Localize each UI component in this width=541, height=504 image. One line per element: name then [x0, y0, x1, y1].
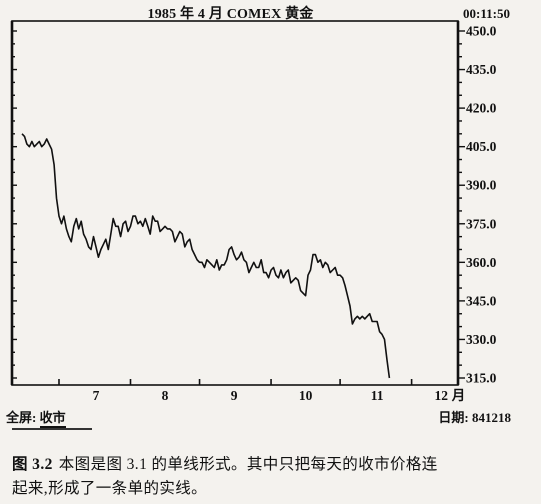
y-tick-labels: 450.0 435.0 420.0 405.0 390.0 375.0 360.0 345.0…	[466, 24, 497, 386]
figure-number: 图 3.2	[12, 456, 53, 473]
y-tick-label: 390.0	[466, 178, 497, 193]
x-tick-label: 11	[371, 388, 384, 403]
y-tick-label: 420.0	[466, 101, 497, 116]
footer-right: 日期: 841218	[438, 407, 511, 426]
y-tick-label: 405.0	[466, 139, 497, 154]
x-tick-label: 10	[299, 388, 313, 403]
right-ticks	[458, 30, 465, 379]
y-tick-label: 315.0	[466, 371, 497, 386]
footer-divider	[12, 428, 92, 430]
date-label: 日期:	[438, 410, 469, 425]
figure-caption: 图 3.2 本图是图 3.1 的单线形式。其中只把每天的收市价格连 起来,形成了一…	[12, 453, 532, 501]
y-tick-label: 375.0	[466, 216, 497, 231]
date-value: 841218	[472, 410, 511, 425]
caption-text-1: 本图是图 3.1 的单线形式。其中只把每天的收市价格连	[58, 456, 438, 473]
x-tick-labels: 7 8 9 10 11 12 月	[93, 388, 466, 403]
y-tick-label: 345.0	[466, 293, 497, 308]
scope-label: 全屏:	[6, 410, 37, 425]
mode-label[interactable]: 收市	[39, 410, 66, 428]
footer-left: 全屏: 收市	[6, 407, 66, 428]
x-tick-label: 7	[93, 388, 100, 403]
x-tick-label: 12	[434, 388, 448, 403]
x-tick-label: 9	[231, 388, 238, 403]
x-ticks	[58, 379, 413, 385]
time-readout: 00:11:50	[463, 6, 510, 21]
caption-line-2: 起来,形成了一条单的实线。	[12, 480, 208, 497]
y-tick-label: 360.0	[466, 255, 497, 270]
price-line	[21, 133, 391, 379]
left-minor-ticks	[12, 30, 17, 379]
y-tick-label: 435.0	[466, 62, 497, 77]
chart-title: 1985 年 4 月 COMEX 黄金	[147, 7, 314, 22]
chart-svg: 450.0 435.0 420.0 405.0 390.0 375.0 360.0 345.0…	[10, 20, 497, 403]
plot-frame	[11, 20, 459, 386]
caption-line-1: 图 3.2 本图是图 3.1 的单线形式。其中只把每天的收市价格连	[12, 453, 532, 477]
x-tick-label: 8	[162, 388, 169, 403]
y-tick-label: 330.0	[466, 332, 497, 347]
y-tick-label: 450.0	[466, 24, 497, 39]
x-tick-label: 月	[451, 388, 466, 403]
